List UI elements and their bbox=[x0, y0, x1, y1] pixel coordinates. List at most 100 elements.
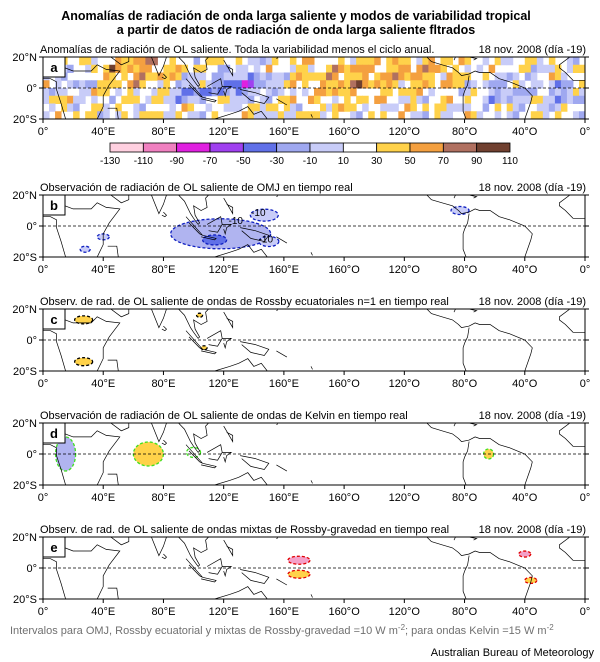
panel-letter: b bbox=[50, 198, 58, 213]
panel-letter-box bbox=[42, 308, 66, 330]
colorbar-swatch bbox=[176, 142, 211, 153]
x-tick-label: 160°O bbox=[328, 606, 360, 618]
omj-negative-anomaly bbox=[258, 235, 280, 248]
x-tick-label: 0° bbox=[580, 606, 591, 618]
omj-negative-anomaly bbox=[249, 208, 279, 222]
rossby-positive-anomaly bbox=[195, 312, 204, 318]
panel-letter: a bbox=[50, 60, 58, 75]
y-tick-label: 20°N bbox=[12, 190, 37, 202]
y-tick-label: 20°S bbox=[13, 594, 37, 606]
panel-letter-box bbox=[42, 536, 66, 558]
y-tick-label: 20°S bbox=[13, 114, 37, 126]
x-tick-label: 40°O bbox=[512, 264, 538, 276]
panel-date: 18 nov. 2008 (día -19) bbox=[479, 410, 586, 422]
credit: Australian Bureau of Meteorology bbox=[431, 647, 595, 659]
colorbar-tick: -130 bbox=[100, 156, 120, 167]
x-tick-label: 160°O bbox=[328, 264, 360, 276]
x-tick-label: 160°O bbox=[328, 126, 360, 138]
panel-d: Observación de radiación de OL saliente … bbox=[12, 410, 590, 504]
x-tick-label: 0° bbox=[580, 492, 591, 504]
y-tick-label: 0° bbox=[26, 221, 37, 233]
x-tick-label: 0° bbox=[580, 126, 591, 138]
panel-b: Observación de radiación de OL saliente … bbox=[12, 182, 590, 276]
mixed-rossby-gravity-positive-anomaly bbox=[287, 569, 311, 579]
colorbar-tick: 30 bbox=[371, 156, 383, 167]
colorbar-tick: -10 bbox=[303, 156, 318, 167]
rossby-positive-anomaly bbox=[74, 357, 94, 367]
x-tick-label: 160°E bbox=[269, 126, 299, 138]
panel-letter: e bbox=[50, 540, 57, 555]
omj-negative-anomaly bbox=[79, 245, 91, 253]
x-tick-label: 120°E bbox=[209, 378, 239, 390]
coastlines bbox=[43, 195, 585, 257]
panel-c: Observ. de rad. de OL saliente de ondas … bbox=[12, 296, 590, 390]
contour-label: -10 bbox=[228, 216, 243, 227]
y-tick-label: 20°S bbox=[13, 480, 37, 492]
x-tick-label: 80°E bbox=[151, 264, 175, 276]
panel-title: Observ. de rad. de OL saliente de ondas … bbox=[40, 524, 449, 536]
mixed-rossby-gravity-negative-anomaly bbox=[287, 555, 311, 565]
colorbar-tick: -50 bbox=[236, 156, 251, 167]
x-tick-label: 0° bbox=[580, 264, 591, 276]
panel-date: 18 nov. 2008 (día -19) bbox=[479, 296, 586, 308]
x-tick-label: 80°E bbox=[151, 126, 175, 138]
y-tick-label: 20°N bbox=[12, 304, 37, 316]
x-tick-label: 80°E bbox=[151, 606, 175, 618]
panel-date: 18 nov. 2008 (día -19) bbox=[479, 182, 586, 194]
colorbar-swatch bbox=[442, 142, 478, 153]
x-tick-label: 120°O bbox=[389, 606, 421, 618]
x-tick-label: 160°E bbox=[269, 606, 299, 618]
y-tick-label: 0° bbox=[26, 449, 37, 461]
x-tick-label: 40°O bbox=[512, 126, 538, 138]
y-tick-label: 0° bbox=[26, 563, 37, 575]
colorbar-swatch bbox=[276, 142, 311, 153]
x-tick-label: 120°E bbox=[209, 264, 239, 276]
contour-label: -10 bbox=[259, 234, 274, 245]
colorbar-swatch bbox=[476, 142, 511, 153]
x-tick-label: 80°O bbox=[452, 378, 478, 390]
x-tick-label: 120°O bbox=[389, 378, 421, 390]
coastlines bbox=[43, 309, 585, 371]
colorbar: -130 -110 -90 -70 -50 -30 -10 10 30 50 70 90 110 bbox=[100, 142, 518, 167]
x-tick-label: 120°E bbox=[209, 606, 239, 618]
colorbar-tick: -70 bbox=[203, 156, 218, 167]
y-tick-label: 20°S bbox=[13, 252, 37, 264]
x-tick-label: 0° bbox=[580, 378, 591, 390]
x-tick-label: 160°E bbox=[269, 264, 299, 276]
colorbar-swatch bbox=[142, 142, 178, 153]
x-tick-label: 160°E bbox=[269, 378, 299, 390]
x-tick-label: 80°E bbox=[151, 378, 175, 390]
coastlines bbox=[43, 423, 585, 485]
colorbar-swatch bbox=[342, 142, 378, 153]
coastlines bbox=[43, 537, 585, 599]
colorbar-swatch bbox=[409, 142, 444, 153]
x-tick-label: 80°O bbox=[452, 492, 478, 504]
omj-negative-anomaly bbox=[450, 205, 470, 216]
colorbar-swatch bbox=[309, 142, 344, 153]
x-tick-label: 40°E bbox=[91, 126, 115, 138]
colorbar-tick: 110 bbox=[502, 156, 518, 167]
y-tick-label: 0° bbox=[26, 83, 37, 95]
x-tick-label: 40°E bbox=[91, 492, 115, 504]
x-tick-label: 40°O bbox=[512, 606, 538, 618]
colorbar-swatch bbox=[109, 142, 144, 153]
x-tick-label: 40°E bbox=[91, 264, 115, 276]
panel-letter-box bbox=[42, 422, 66, 444]
x-tick-label: 120°O bbox=[389, 264, 421, 276]
x-tick-label: 40°E bbox=[91, 378, 115, 390]
x-tick-label: 120°E bbox=[209, 492, 239, 504]
contour-label: -10 bbox=[251, 208, 266, 219]
panel-title: Observación de radiación de OL saliente … bbox=[40, 410, 408, 422]
x-tick-label: 160°O bbox=[328, 378, 360, 390]
rossby-positive-anomaly bbox=[74, 315, 94, 325]
colorbar-tick: -110 bbox=[134, 156, 154, 167]
x-tick-label: 0° bbox=[38, 492, 49, 504]
y-tick-label: 20°S bbox=[13, 366, 37, 378]
colorbar-tick: 90 bbox=[471, 156, 483, 167]
colorbar-tick: 50 bbox=[404, 156, 416, 167]
footer-intervals: Intervalos para OMJ, Rossby ecuatorial y… bbox=[10, 623, 554, 637]
panel-date: 18 nov. 2008 (día -19) bbox=[479, 524, 586, 536]
panel-title: Observ. de rad. de OL saliente de ondas … bbox=[40, 296, 449, 308]
colorbar-swatch bbox=[376, 142, 411, 153]
